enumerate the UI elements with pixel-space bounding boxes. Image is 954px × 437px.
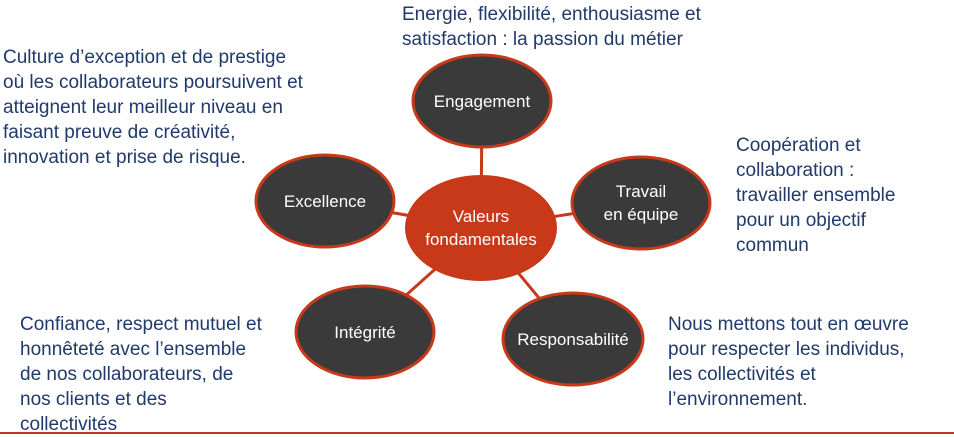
description-engagement: Energie, flexibilité, enthousiasme et sa…: [402, 4, 701, 50]
bottom-divider: [0, 432, 954, 434]
description-integrite: Confiance, respect mutuel et honnêteté a…: [20, 314, 262, 435]
node-responsabilite: [501, 291, 645, 387]
description-responsabilite: Nous mettons tout en œuvre pour respecte…: [668, 314, 909, 410]
node-label-excellence: Excellence: [283, 191, 367, 211]
node-label-travail: Travail en équipe: [603, 182, 679, 224]
description-travail: Coopération et collaboration : travaille…: [736, 135, 896, 256]
node-label-engagement: Engagement: [433, 91, 531, 111]
description-excellence: Culture d’exception et de prestige où le…: [3, 47, 303, 168]
node-travail: [570, 155, 712, 251]
node-integrite: [294, 284, 436, 380]
center-node: [405, 175, 557, 281]
node-excellence: [254, 153, 396, 249]
node-label-responsabilite: Responsabilité: [517, 329, 629, 349]
node-label-integrite: Intégrité: [334, 322, 396, 342]
node-engagement: [411, 53, 553, 149]
center-label: Valeurs fondamentales: [425, 207, 537, 249]
